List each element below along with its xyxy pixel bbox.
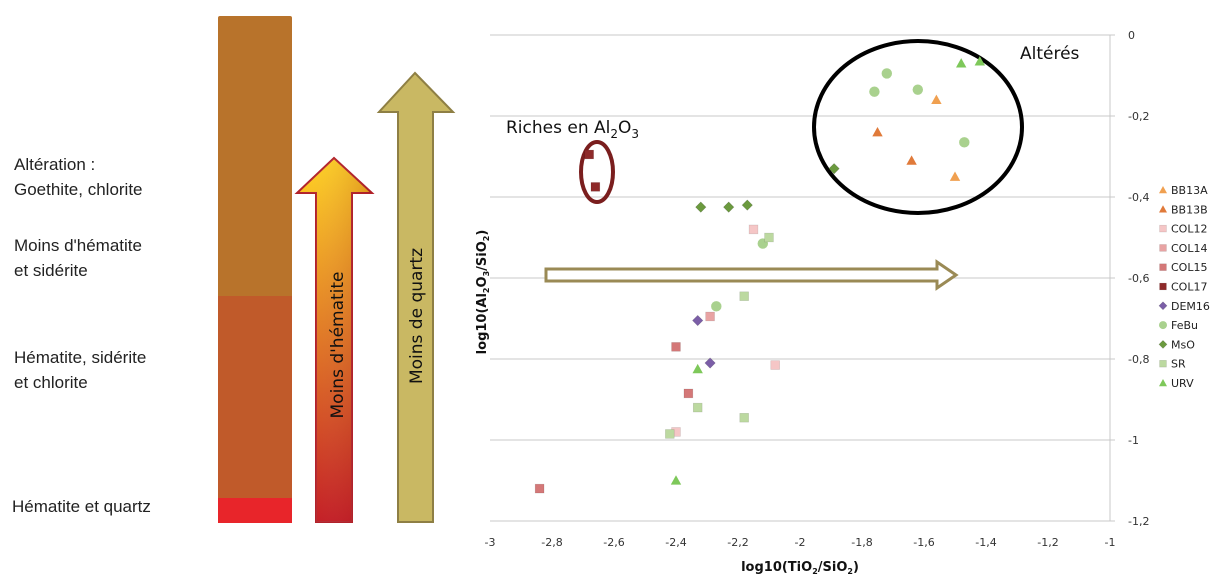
data-point-col17 [590, 182, 601, 192]
legend-label-sr: SR [1171, 358, 1186, 371]
label-hematite-quartz: Hématite et quartz [12, 497, 151, 516]
x-tick-labels: -3 -2,8 -2,6 -2,4 -2,2 -2 -1,8 -1,6 -1,4 -1,2 -1 [485, 536, 1116, 549]
legend-marker-sr [1159, 359, 1167, 368]
x-tick-label: -2,6 [603, 536, 624, 549]
data-point-dem16 [692, 314, 704, 327]
data-point-col15 [683, 388, 694, 399]
y-tick-label: -0,2 [1128, 110, 1149, 123]
arrow-moins-hematite: Moins d'hématite [294, 156, 375, 523]
arrow-moins-quartz: Moins de quartz [376, 71, 456, 523]
y-tick-label: -0,8 [1128, 353, 1149, 366]
x-tick-label: -1,4 [975, 536, 996, 549]
data-point-col17 [584, 149, 594, 160]
data-point-bb13a [949, 171, 961, 181]
legend-label-mso: MsO [1171, 338, 1195, 351]
data-point-mso [828, 163, 840, 175]
legend-marker-febu [1159, 321, 1167, 330]
y-tick-label: -1 [1128, 434, 1139, 447]
legend-label-col14: COL14 [1171, 242, 1207, 255]
y-axis-title: log10(Al2O3/SiO2) [475, 230, 491, 355]
legend-marker-bb13b [1159, 205, 1167, 213]
data-point-col12 [770, 360, 780, 370]
x-tick-label: -2,2 [727, 536, 748, 549]
data-point-febu [869, 86, 880, 97]
scatter-chart: 0 -0,2 -0,4 -0,6 -0,8 -1 -1,2 -3 -2,8 -2,6 -2,4 -2… [475, 29, 1210, 575]
legend-label-bb13b: BB13B [1171, 203, 1208, 216]
data-point-mso [741, 199, 753, 211]
x-axis-title: log10(TiO2/SiO2) [741, 560, 859, 575]
data-point-febu [912, 84, 923, 95]
legend-marker-col14 [1159, 244, 1167, 252]
legend: BB13A BB13B COL12 COL14 COL15 COL17 DEM16 FeBu M… [1158, 184, 1210, 390]
legend-label-col15: COL15 [1171, 261, 1207, 274]
horizontal-arrow [544, 259, 959, 291]
al-rich-label: Riches en Al2O3 [506, 118, 639, 141]
x-tick-label: -3 [485, 536, 496, 549]
legend-marker-col15 [1159, 263, 1167, 271]
data-point-urv [956, 58, 967, 68]
data-point-col12 [748, 224, 759, 235]
data-point-dem16 [704, 357, 716, 369]
x-tick-label: -2 [795, 536, 806, 549]
data-point-mso [695, 201, 707, 213]
column-top-band [218, 16, 292, 296]
data-point-febu [959, 137, 970, 148]
legend-label-dem16: DEM16 [1171, 300, 1210, 313]
data-point-mso [723, 201, 735, 213]
legend-marker-urv [1159, 379, 1167, 387]
legend-marker-col17 [1159, 282, 1167, 291]
legend-label-urv: URV [1171, 377, 1194, 390]
data-point-sr [739, 291, 749, 301]
x-tick-label: -1,2 [1037, 536, 1058, 549]
data-point-sr [739, 413, 749, 423]
data-point-col15 [671, 342, 681, 352]
legend-label-febu: FeBu [1171, 319, 1198, 332]
column-middle-band [218, 296, 292, 498]
data-point-febu [711, 301, 722, 312]
data-point-bb13a [931, 94, 942, 104]
label-alteration: Altération : Goethite, chlorite [14, 155, 143, 199]
data-point-col14 [705, 311, 715, 322]
legend-marker-bb13a [1159, 186, 1167, 194]
y-tick-label: -0,6 [1128, 272, 1149, 285]
data-point-bb13b [906, 155, 917, 165]
arrow-moins-quartz-label: Moins de quartz [407, 248, 427, 384]
legend-label-col12: COL12 [1171, 223, 1207, 236]
data-point-febu [881, 68, 892, 79]
x-tick-label: -1,6 [913, 536, 934, 549]
altered-ellipse [812, 39, 1024, 215]
label-moins-hematite-siderite: Moins d'hématite et sidérite [14, 236, 142, 280]
data-point-col15 [534, 483, 545, 494]
arrow-moins-hematite-label: Moins d'hématite [328, 271, 348, 418]
column-bottom-band [218, 498, 292, 523]
data-point-urv [974, 56, 985, 66]
legend-marker-dem16 [1158, 301, 1168, 311]
x-tick-label: -2,4 [665, 536, 686, 549]
y-tick-label: 0 [1128, 29, 1135, 42]
x-tick-label: -1 [1105, 536, 1116, 549]
y-tick-label: -1,2 [1128, 515, 1149, 528]
y-tick-labels: 0 -0,2 -0,4 -0,6 -0,8 -1 -1,2 [1128, 29, 1149, 528]
al-rich-ellipse [579, 140, 615, 204]
data-point-sr [692, 402, 703, 413]
data-points [534, 56, 985, 494]
legend-label-col17: COL17 [1171, 281, 1207, 294]
data-point-urv [692, 363, 703, 374]
arrows-layer: Moins d'hématite Moins de quartz [294, 71, 456, 523]
data-point-bb13b [872, 127, 883, 137]
legend-marker-mso [1158, 339, 1168, 349]
legend-marker-col12 [1159, 224, 1167, 233]
alteration-column [218, 16, 292, 523]
legend-label-bb13a: BB13A [1171, 184, 1208, 197]
x-tick-label: -1,8 [851, 536, 872, 549]
altered-label: Altérés [1020, 44, 1080, 64]
y-tick-label: -0,4 [1128, 191, 1149, 204]
data-point-urv [670, 475, 682, 485]
data-point-sr [764, 232, 774, 243]
label-hematite-siderite-chlorite: Hématite, sidérite et chlorite [14, 348, 147, 392]
x-tick-label: -2,8 [541, 536, 562, 549]
data-point-sr [665, 429, 675, 439]
